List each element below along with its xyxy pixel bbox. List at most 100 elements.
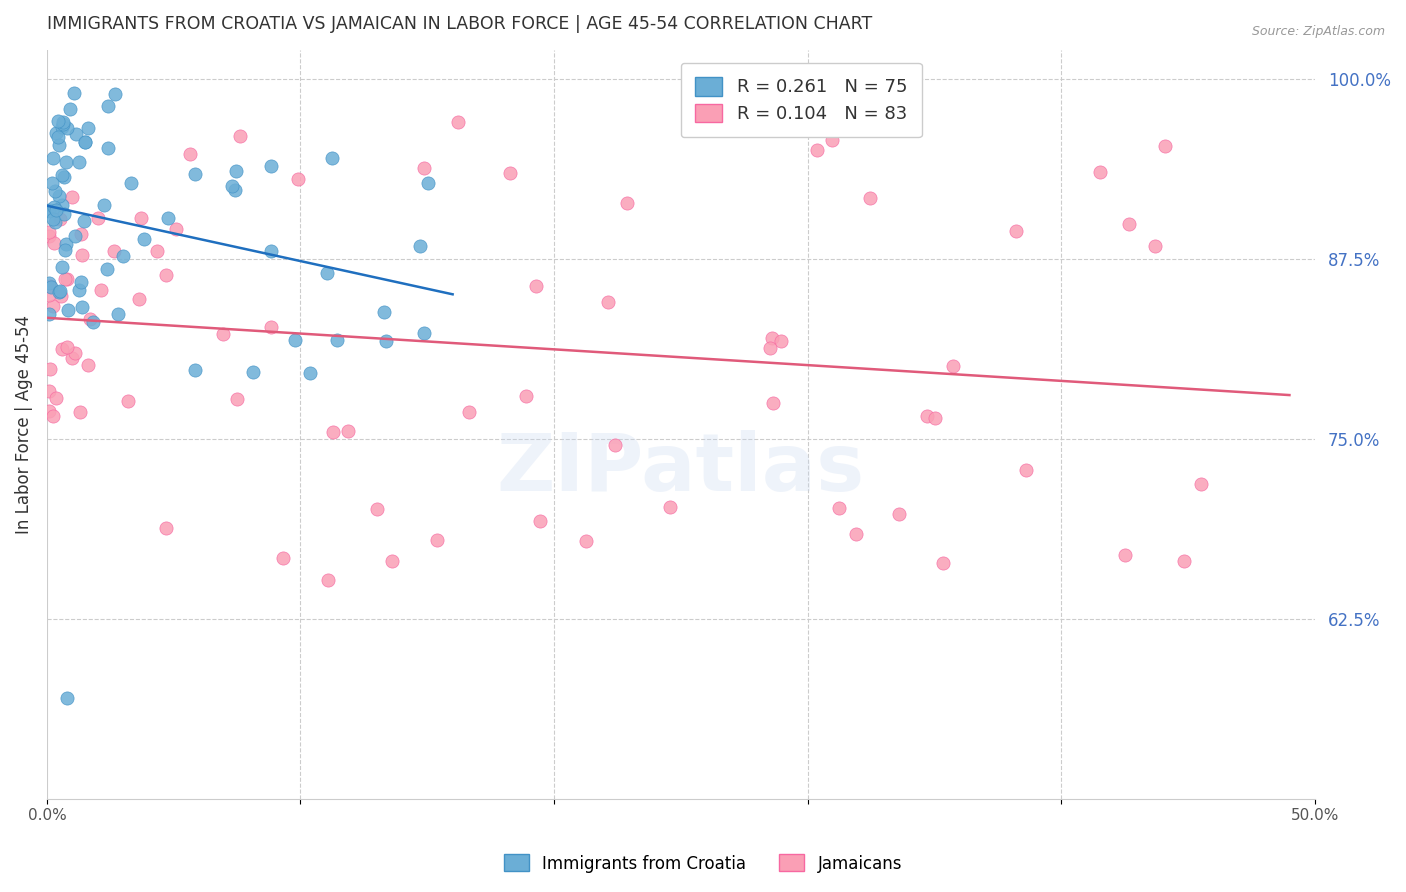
Point (259, 320, 281, 334)
Point (326, 333, 349, 347)
Point (284, 333, 307, 347)
Point (413, 326, 436, 340)
Point (38, 203, 60, 218)
Point (55, 237, 77, 252)
Point (63, 229, 86, 244)
Point (38, 306, 60, 320)
Point (121, 176, 143, 190)
Point (413, 161, 436, 175)
Point (155, 521, 177, 535)
Point (1088, 165, 1111, 179)
Point (942, 359, 965, 374)
Point (128, 292, 150, 306)
Point (932, 556, 955, 570)
Point (1015, 463, 1038, 477)
Point (316, 266, 339, 280)
Point (53, 243, 76, 257)
Point (73, 213, 96, 227)
Point (322, 425, 344, 439)
Point (60, 351, 83, 365)
Point (103, 244, 125, 258)
Point (179, 146, 201, 161)
Point (104, 87, 127, 101)
Point (48, 130, 70, 145)
Point (759, 342, 782, 356)
Point (603, 438, 626, 452)
Point (48, 188, 70, 202)
Point (515, 389, 537, 403)
Point (117, 394, 139, 409)
Point (129, 211, 152, 225)
Point (79, 311, 101, 326)
Point (225, 164, 247, 178)
Point (183, 167, 205, 181)
Point (67, 155, 90, 169)
Point (53, 272, 76, 286)
Point (41, 176, 63, 190)
Point (321, 152, 343, 166)
Point (1004, 224, 1026, 238)
Point (69, 227, 91, 241)
Point (38, 276, 60, 290)
Point (60, 190, 83, 204)
Point (42, 151, 65, 165)
Point (1143, 238, 1166, 252)
Point (51, 197, 73, 211)
Point (242, 365, 264, 379)
Point (38, 229, 60, 244)
Point (42, 299, 65, 313)
Point (87, 211, 110, 226)
Point (889, 507, 911, 521)
Point (616, 196, 638, 211)
Point (58, 302, 80, 317)
Point (821, 133, 844, 147)
Point (70, 275, 93, 289)
Point (226, 392, 249, 406)
Point (53, 169, 76, 184)
Point (51, 168, 73, 182)
Point (1173, 554, 1195, 568)
Point (52, 115, 75, 129)
Point (82, 315, 104, 329)
Point (75, 135, 97, 149)
Point (146, 244, 169, 258)
Point (52, 118, 75, 132)
Text: ZIPatlas: ZIPatlas (496, 430, 865, 508)
Point (498, 166, 520, 180)
Point (76, 358, 98, 372)
Point (51, 260, 73, 274)
Point (97, 141, 120, 155)
Point (165, 222, 187, 236)
Point (44, 126, 66, 140)
Point (224, 183, 246, 197)
Point (845, 526, 868, 541)
Point (915, 409, 938, 424)
Point (524, 279, 547, 293)
Point (828, 501, 851, 516)
Point (44, 236, 66, 251)
Legend: Immigrants from Croatia, Jamaicans: Immigrants from Croatia, Jamaicans (498, 847, 908, 880)
Point (39, 279, 62, 293)
Point (90, 284, 112, 298)
Point (45, 391, 67, 405)
Point (111, 249, 134, 263)
Point (425, 533, 447, 547)
Point (107, 307, 129, 321)
Point (1153, 138, 1175, 153)
Y-axis label: In Labor Force | Age 45-54: In Labor Force | Age 45-54 (15, 315, 32, 533)
Point (44, 215, 66, 229)
Point (55, 155, 77, 169)
Point (259, 244, 281, 258)
Point (75, 136, 97, 150)
Point (659, 500, 682, 514)
Point (1118, 217, 1140, 231)
Point (924, 410, 946, 425)
Point (63, 345, 86, 359)
Point (155, 268, 177, 283)
Point (260, 160, 283, 174)
Point (457, 405, 479, 419)
Point (299, 366, 322, 380)
Point (70, 248, 93, 262)
Point (56, 121, 79, 136)
Point (366, 502, 388, 516)
